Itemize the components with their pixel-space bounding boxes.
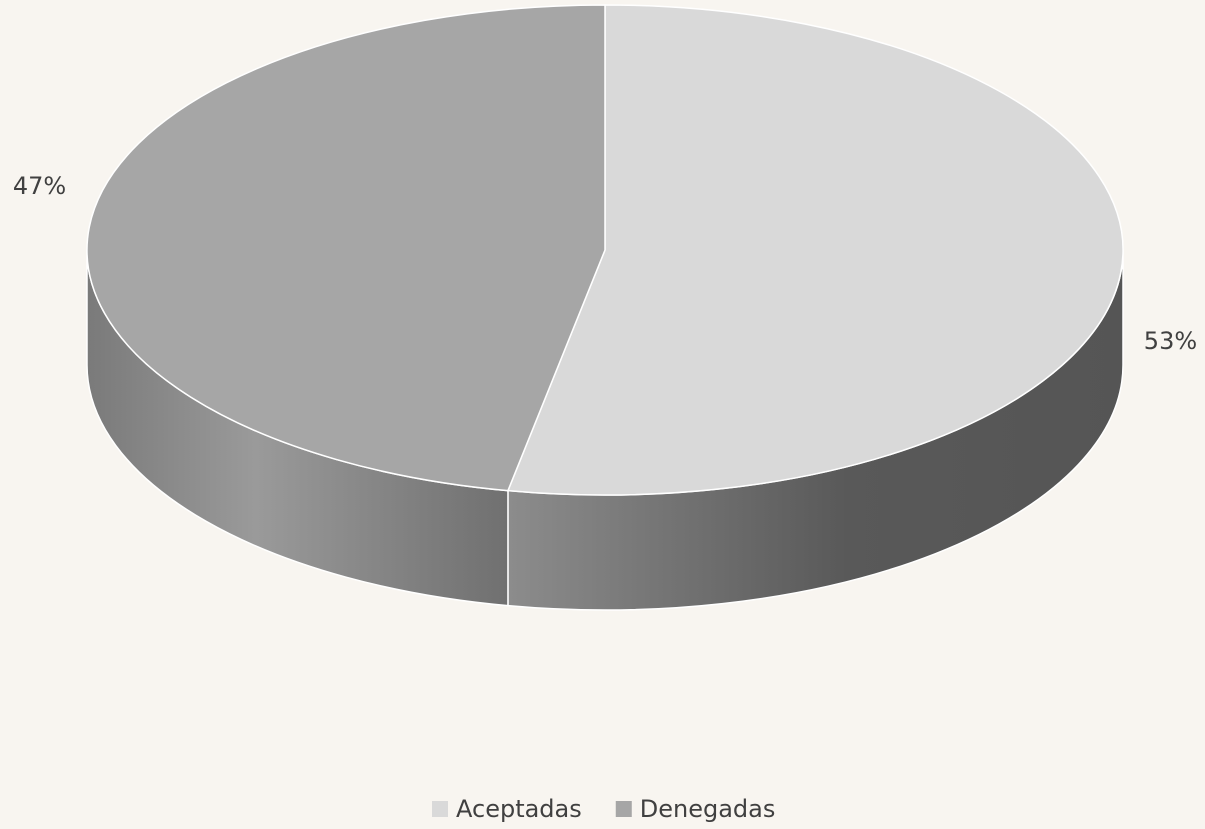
chart: 53% 47% Aceptadas Denegadas (0, 0, 1205, 829)
legend-label: Aceptadas (456, 795, 582, 823)
data-label: 47% (13, 172, 66, 200)
legend-swatch (432, 801, 448, 817)
legend-swatch (616, 801, 632, 817)
data-label: 53% (1144, 327, 1197, 355)
pie-tops (87, 5, 1123, 495)
legend-label: Denegadas (640, 795, 776, 823)
